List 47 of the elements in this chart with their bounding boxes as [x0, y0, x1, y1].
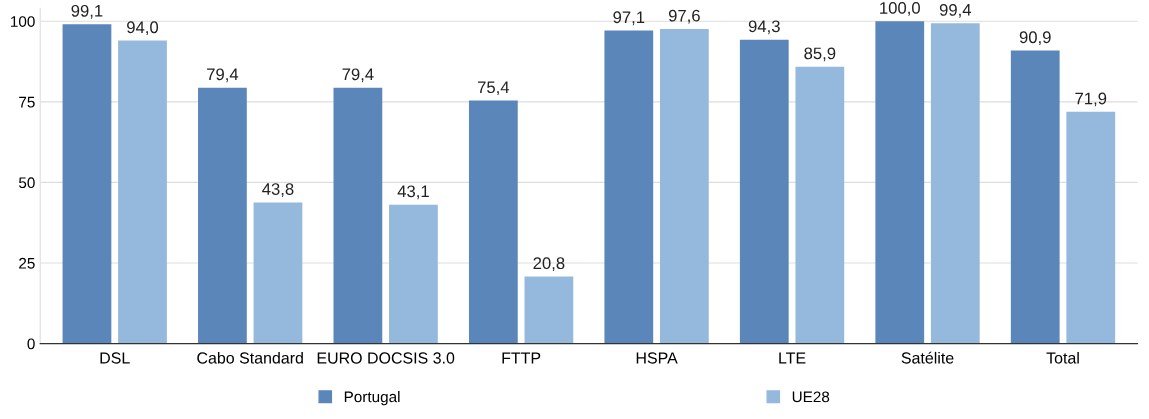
bar [875, 21, 925, 344]
legend-label: UE28 [792, 391, 830, 403]
bar [1066, 111, 1116, 344]
data-label: 71,9 [1075, 92, 1107, 107]
data-label: 43,8 [262, 183, 294, 197]
data-label: 85,9 [804, 47, 836, 62]
y-tick-label: 0 [27, 338, 35, 350]
x-tick-label: FTTP [502, 352, 541, 364]
data-label: 97,6 [668, 9, 700, 24]
y-tick-label: 50 [18, 177, 35, 189]
y-tick-label: 25 [19, 257, 35, 269]
bar [198, 87, 247, 344]
x-tick-label: Cabo Standard [197, 351, 303, 364]
y-tick-label: 100 [11, 16, 35, 27]
bar [253, 202, 303, 344]
bar [524, 276, 574, 344]
bar [118, 40, 167, 344]
bar [795, 66, 845, 344]
legend-label: Portugal [344, 391, 400, 406]
data-label: 90,9 [1019, 31, 1051, 46]
bar [62, 24, 112, 344]
x-tick-label: DSL [100, 352, 130, 364]
data-label: 97,1 [613, 11, 645, 26]
bar [1010, 50, 1060, 344]
x-tick-label: Total [1046, 351, 1079, 364]
bar [389, 204, 438, 344]
bar [930, 23, 980, 344]
data-label: 79,4 [207, 68, 239, 83]
data-label: 20,8 [533, 257, 565, 272]
data-label: 79,4 [342, 68, 374, 83]
bar [604, 30, 654, 344]
data-label: 99,1 [71, 4, 103, 19]
data-label: 94,0 [127, 21, 159, 36]
x-tick-label: Satélite [901, 351, 954, 364]
bar [659, 29, 709, 344]
data-label: 99,4 [939, 3, 972, 18]
data-label: 100,0 [880, 2, 920, 16]
bar [739, 39, 789, 344]
bar [468, 100, 518, 344]
data-label: 75,4 [477, 81, 510, 96]
x-tick-label: LTE [779, 352, 806, 364]
data-label: 43,1 [397, 185, 429, 200]
bar [333, 87, 383, 344]
x-tick-label: HSPA [636, 352, 678, 364]
x-tick-label: EURO DOCSIS 3.0 [317, 352, 455, 364]
data-label: 94,3 [748, 20, 780, 35]
y-tick-label: 75 [19, 96, 35, 108]
